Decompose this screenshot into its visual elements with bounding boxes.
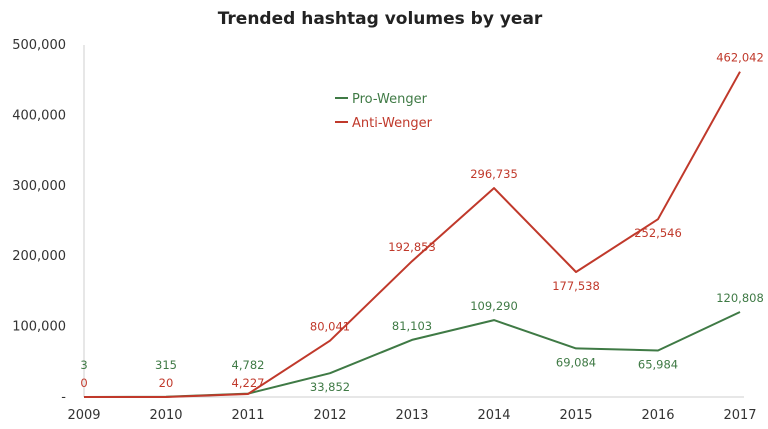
data-label: 3 xyxy=(80,358,87,372)
y-tick-label: - xyxy=(61,390,66,405)
y-tick-label: 200,000 xyxy=(12,249,66,264)
legend-label: Pro-Wenger xyxy=(352,92,428,107)
data-label: 81,103 xyxy=(392,319,432,333)
x-tick-label: 2016 xyxy=(641,408,674,423)
y-tick-label: 400,000 xyxy=(12,108,66,123)
data-label: 177,538 xyxy=(552,279,600,293)
data-label: 109,290 xyxy=(470,299,518,313)
data-label: 33,852 xyxy=(310,380,350,394)
data-label: 65,984 xyxy=(638,358,678,372)
legend-label: Anti-Wenger xyxy=(352,116,433,131)
x-tick-label: 2009 xyxy=(67,408,100,423)
y-tick-label: 500,000 xyxy=(12,38,66,53)
x-tick-label: 2014 xyxy=(477,408,510,423)
data-label: 4,782 xyxy=(232,358,265,372)
x-tick-label: 2017 xyxy=(723,408,756,423)
x-tick-label: 2012 xyxy=(313,408,346,423)
data-label: 192,853 xyxy=(388,240,436,254)
series-line-anti-wenger xyxy=(84,71,741,398)
axes: - 100,000 200,000 300,000 400,000 500,000 2009… xyxy=(12,38,756,423)
legend: Pro-Wenger Anti-Wenger xyxy=(335,92,433,131)
data-labels: 3 315 4,782 33,852 81,103 109,290 69,084 65,984… xyxy=(80,51,763,394)
data-label: 296,735 xyxy=(470,167,518,181)
y-tick-label: 100,000 xyxy=(12,320,66,335)
x-tick-label: 2011 xyxy=(231,408,264,423)
chart-title: Trended hashtag volumes by year xyxy=(218,9,543,29)
data-label: 69,084 xyxy=(556,355,596,369)
data-label: 252,546 xyxy=(634,226,682,240)
series-lines xyxy=(83,71,741,398)
y-tick-label: 300,000 xyxy=(12,179,66,194)
data-label: 462,042 xyxy=(716,51,764,65)
data-label: 20 xyxy=(159,376,174,390)
data-label: 315 xyxy=(155,358,177,372)
x-tick-label: 2015 xyxy=(559,408,592,423)
data-label: 4,227 xyxy=(232,376,265,390)
data-label: 0 xyxy=(80,376,87,390)
data-label: 80,041 xyxy=(310,320,350,334)
x-tick-label: 2010 xyxy=(149,408,182,423)
data-label: 120,808 xyxy=(716,291,764,305)
x-tick-label: 2013 xyxy=(395,408,428,423)
